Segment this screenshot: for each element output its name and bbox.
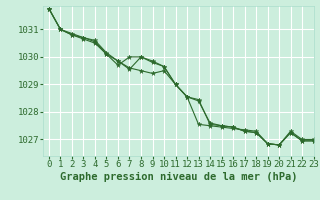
X-axis label: Graphe pression niveau de la mer (hPa): Graphe pression niveau de la mer (hPa): [60, 172, 297, 182]
